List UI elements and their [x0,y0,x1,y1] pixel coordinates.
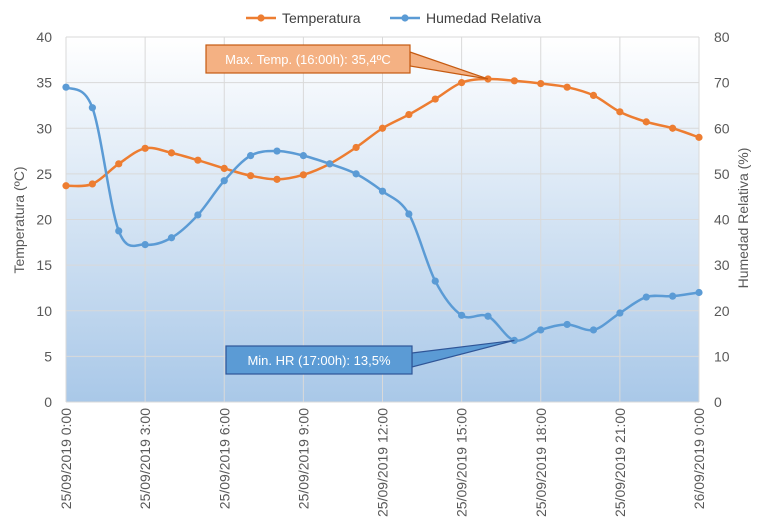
humidity-data-point [62,83,70,91]
y-left-tick-label: 20 [36,212,52,228]
humidity-data-point [352,170,360,178]
humidity-data-point [167,234,176,242]
temperature-data-point [589,91,598,99]
y-right-tick-label: 10 [714,348,730,364]
min-hr-callout-text: Min. HR (17:00h): 13,5% [247,353,391,368]
temperature-data-point [247,172,255,180]
x-tick-label: 25/09/2019 9:00 [295,408,311,509]
y-left-tick-label: 30 [36,120,52,136]
humidity-data-point [378,187,387,195]
humidity-data-point [431,277,439,285]
x-tick-label: 25/09/2019 21:00 [612,408,628,517]
y-right-tick-label: 0 [714,394,722,410]
temperature-data-point [431,95,439,103]
humidity-data-point [299,152,307,160]
temperature-data-point [378,124,387,132]
y-left-axis-title: Temperatura (ºC) [11,166,27,273]
y-right-tick-label: 70 [714,75,730,91]
y-left-tick-label: 25 [36,166,52,182]
humidity-data-point [537,326,545,334]
x-tick-label: 25/09/2019 12:00 [375,408,391,517]
temperature-data-point [299,171,307,179]
humidity-data-point [695,288,703,297]
y-left-tick-label: 40 [36,29,52,45]
humidity-data-point [247,152,255,160]
humidity-data-point [115,227,123,235]
temperature-data-point [352,143,360,152]
temperature-data-point [642,118,650,126]
humidity-data-point [88,104,96,112]
humidity-data-point [458,311,466,319]
humidity-data-point [273,147,281,155]
max-temp-callout-box [205,44,411,74]
min-hr-callout-box [225,345,413,375]
humidity-data-point [220,177,228,185]
humidity-data-point [194,211,202,219]
y-right-tick-label: 30 [714,257,730,273]
temperature-data-point [616,108,624,116]
y-right-tick-label: 50 [714,166,730,182]
max-temp-callout-text: Max. Temp. (16:00h): 35,4ºC [225,52,391,67]
y-left-tick-label: 35 [36,75,52,91]
y-left-tick-label: 5 [44,348,52,364]
y-right-tick-label: 60 [714,120,730,136]
humidity-data-point [405,210,413,218]
humidity-data-point [484,312,492,320]
humidity-data-point [563,320,571,329]
temperature-data-point [537,79,545,88]
y-right-axis-title: Humedad Relativa (%) [735,148,751,289]
humidity-data-point [669,292,677,300]
legend-humidity-marker [401,14,409,22]
temperature-data-point [88,180,96,188]
temperature-data-point [669,124,677,132]
x-tick-label: 25/09/2019 3:00 [137,408,153,509]
x-tick-label: 25/09/2019 6:00 [216,408,232,509]
y-left-tick-label: 10 [36,303,52,319]
legend-humidity-label: Humedad Relativa [426,10,541,26]
y-right-tick-label: 20 [714,303,730,319]
legend-temperature-label: Temperatura [282,10,361,26]
temperature-data-point [510,77,518,85]
temperature-data-point [405,110,413,119]
y-left-tick-label: 0 [44,394,52,410]
humidity-data-point [616,309,624,317]
temperature-data-point [563,83,571,91]
y-right-tick-label: 40 [714,212,730,228]
temperature-data-point [115,160,123,168]
y-left-tick-label: 15 [36,257,52,273]
x-tick-label: 25/09/2019 18:00 [533,408,549,517]
temperature-data-point [62,182,70,190]
temperature-data-point [695,133,703,141]
temperature-data-point [194,156,202,164]
humidity-data-point [141,240,149,249]
humidity-data-point [326,160,334,168]
temperature-data-point [273,175,281,183]
temperature-data-point [141,144,149,152]
y-right-tick-label: 80 [714,29,730,45]
temperature-data-point [458,79,466,87]
x-tick-label: 25/09/2019 0:00 [58,408,74,509]
humidity-data-point [642,293,650,301]
legend-temperature-marker [257,14,265,22]
humidity-data-point [589,326,598,334]
temperature-data-point [167,149,176,157]
temperature-data-point [220,164,228,172]
x-tick-label: 26/09/2019 0:00 [691,408,707,509]
x-tick-label: 25/09/2019 15:00 [454,408,470,517]
